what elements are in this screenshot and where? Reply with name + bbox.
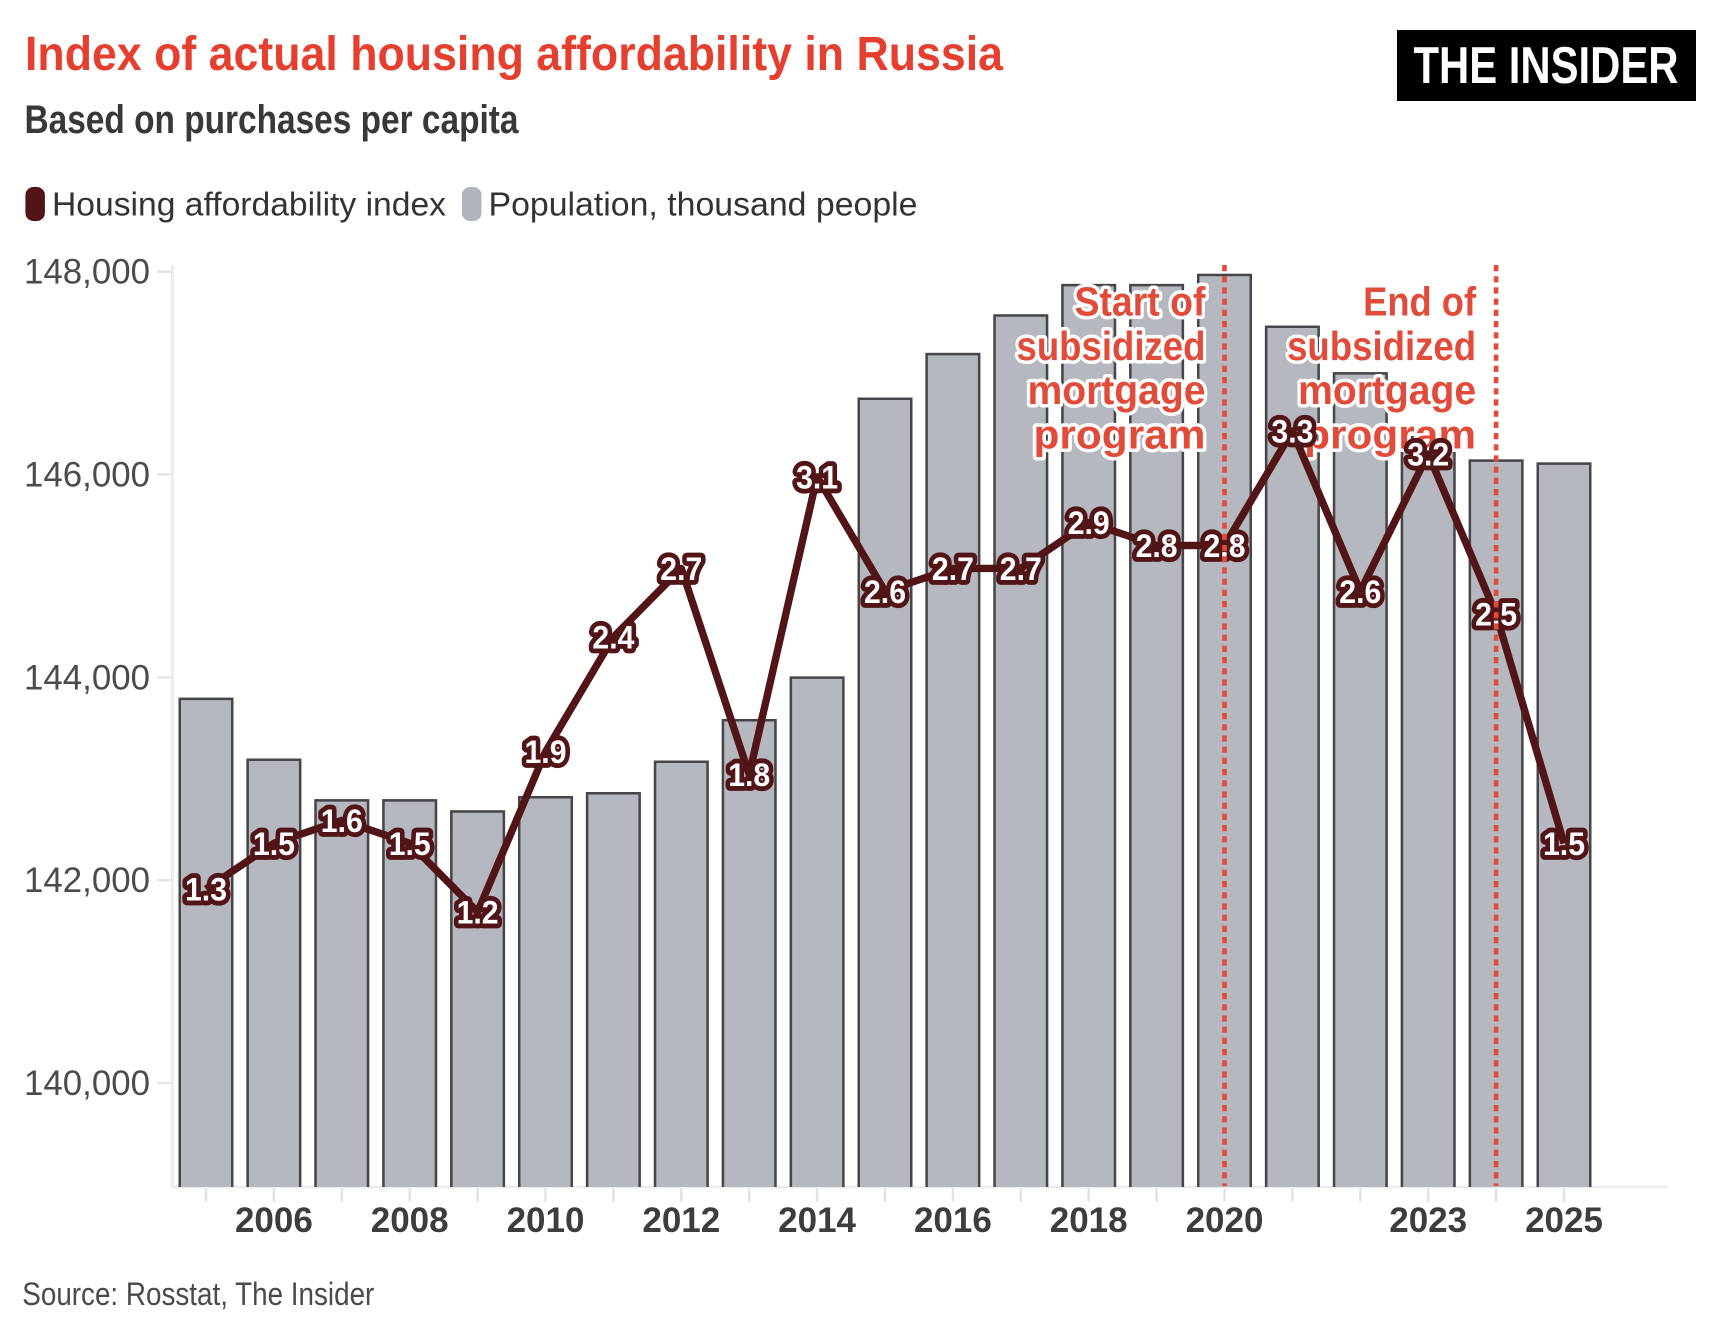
svg-text:Population, thousand people: Population, thousand people — [489, 186, 918, 223]
svg-text:148,000: 148,000 — [24, 253, 150, 292]
svg-text:1.5: 1.5 — [1543, 826, 1585, 862]
svg-text:Based on purchases per capita: Based on purchases per capita — [25, 98, 520, 142]
svg-text:program: program — [1304, 411, 1476, 457]
svg-text:2.4: 2.4 — [592, 620, 634, 656]
svg-text:2010: 2010 — [507, 1201, 585, 1240]
svg-text:1.5: 1.5 — [253, 826, 295, 862]
svg-text:146,000: 146,000 — [24, 456, 150, 495]
svg-text:3.1: 3.1 — [796, 459, 838, 495]
svg-text:End of: End of — [1363, 279, 1476, 325]
svg-text:THE INSIDER: THE INSIDER — [1414, 36, 1679, 94]
svg-text:2016: 2016 — [914, 1201, 992, 1240]
svg-text:2.9: 2.9 — [1068, 505, 1110, 541]
svg-text:2012: 2012 — [642, 1201, 720, 1240]
svg-text:2.7: 2.7 — [1000, 551, 1042, 587]
svg-text:Start of: Start of — [1075, 279, 1206, 325]
svg-text:2.6: 2.6 — [864, 574, 906, 610]
svg-text:3.3: 3.3 — [1271, 414, 1313, 450]
svg-text:144,000: 144,000 — [24, 658, 150, 697]
svg-text:2.6: 2.6 — [1339, 574, 1381, 610]
svg-text:1.6: 1.6 — [321, 803, 363, 839]
svg-text:subsidized: subsidized — [1287, 323, 1476, 369]
svg-text:1.9: 1.9 — [525, 734, 567, 770]
svg-text:2008: 2008 — [371, 1201, 449, 1240]
svg-text:2023: 2023 — [1389, 1201, 1467, 1240]
svg-text:2025: 2025 — [1525, 1201, 1603, 1240]
svg-text:1.2: 1.2 — [457, 895, 499, 931]
svg-text:2.7: 2.7 — [932, 551, 974, 587]
svg-text:142,000: 142,000 — [24, 861, 150, 900]
svg-text:1.5: 1.5 — [389, 826, 431, 862]
svg-text:1.8: 1.8 — [728, 757, 770, 793]
svg-text:Housing affordability index: Housing affordability index — [52, 186, 447, 223]
svg-text:Index of actual housing afford: Index of actual housing affordability in… — [25, 27, 1004, 81]
svg-text:2014: 2014 — [778, 1201, 856, 1240]
svg-text:mortgage: mortgage — [1298, 367, 1476, 413]
svg-text:2020: 2020 — [1186, 1201, 1264, 1240]
svg-text:subsidized: subsidized — [1017, 323, 1206, 369]
svg-text:3.2: 3.2 — [1407, 436, 1449, 472]
svg-text:2006: 2006 — [235, 1201, 313, 1240]
svg-text:mortgage: mortgage — [1028, 367, 1206, 413]
svg-text:140,000: 140,000 — [24, 1064, 150, 1103]
svg-text:2.8: 2.8 — [1136, 528, 1178, 564]
svg-text:program: program — [1034, 411, 1206, 457]
svg-text:Source: Rosstat, The Insider: Source: Rosstat, The Insider — [22, 1276, 374, 1312]
svg-text:2.7: 2.7 — [660, 551, 702, 587]
svg-text:2018: 2018 — [1050, 1201, 1128, 1240]
svg-text:1.3: 1.3 — [185, 872, 227, 908]
